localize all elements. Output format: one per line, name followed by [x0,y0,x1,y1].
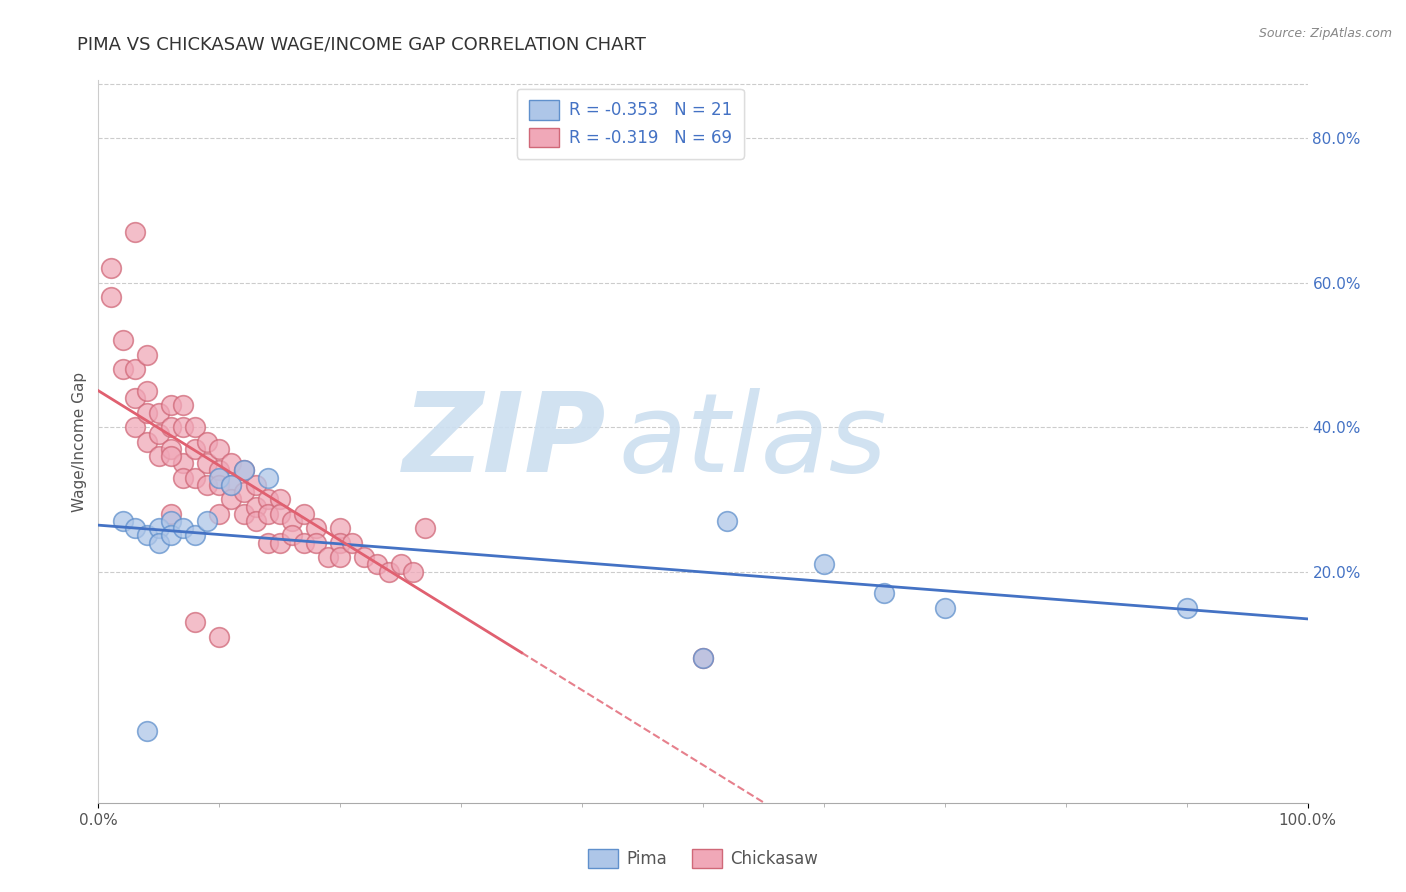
Point [160,442,183,456]
Text: Source: ZipAtlas.com: Source: ZipAtlas.com [1258,27,1392,40]
Point [208,463,231,477]
Point [256,470,278,484]
Point [256,535,278,549]
Text: ZIP: ZIP [402,388,606,495]
Point [269,492,291,507]
Point [245,514,267,528]
Point [160,398,183,412]
Point [377,565,399,579]
Point [195,478,218,492]
Point [184,470,207,484]
Legend: R = -0.353   N = 21, R = -0.319   N = 69: R = -0.353 N = 21, R = -0.319 N = 69 [517,88,744,159]
Point [124,391,146,405]
Point [389,558,412,572]
Point [100,290,122,304]
Point [195,514,218,528]
Point [692,651,714,665]
Point [135,723,157,738]
Point [100,261,122,276]
Point [172,420,194,434]
Point [366,558,388,572]
Point [208,507,231,521]
Point [245,478,267,492]
Point [195,456,218,470]
Point [873,586,896,600]
Point [195,434,218,449]
Point [256,507,278,521]
Point [135,384,157,398]
Point [135,528,157,542]
Point [232,507,254,521]
Point [232,463,254,477]
Point [281,528,304,542]
Point [221,492,243,507]
Point [160,514,183,528]
Point [269,507,291,521]
Point [148,427,170,442]
Point [232,485,254,500]
Point [813,558,835,572]
Point [111,362,134,376]
Point [160,449,183,463]
Point [208,470,231,484]
Point [172,470,194,484]
Point [148,449,170,463]
Text: PIMA VS CHICKASAW WAGE/INCOME GAP CORRELATION CHART: PIMA VS CHICKASAW WAGE/INCOME GAP CORREL… [77,36,647,54]
Point [256,492,278,507]
Point [111,334,134,348]
Point [148,406,170,420]
Point [172,521,194,535]
Point [305,521,328,535]
Point [135,434,157,449]
Point [281,514,304,528]
Point [124,420,146,434]
Point [232,463,254,477]
Point [124,521,146,535]
Point [135,348,157,362]
Point [184,528,207,542]
Point [221,456,243,470]
Point [316,550,339,565]
Point [135,406,157,420]
Point [160,507,183,521]
Point [111,514,134,528]
Point [172,456,194,470]
Point [208,478,231,492]
Point [329,521,352,535]
Point [413,521,436,535]
Point [269,535,291,549]
Point [402,565,425,579]
Point [692,651,714,665]
Point [305,535,328,549]
Point [184,420,207,434]
Point [342,535,364,549]
Text: atlas: atlas [619,388,887,495]
Point [353,550,375,565]
Point [172,398,194,412]
Point [124,225,146,239]
Point [124,362,146,376]
Point [329,550,352,565]
Point [245,500,267,514]
Point [934,600,956,615]
Point [184,615,207,630]
Point [148,521,170,535]
Point [221,478,243,492]
Point [160,528,183,542]
Point [716,514,738,528]
Point [292,507,315,521]
Point [221,478,243,492]
Point [208,630,231,644]
Point [1175,600,1198,615]
Point [148,535,170,549]
Point [184,442,207,456]
Point [208,442,231,456]
Legend: Pima, Chickasaw: Pima, Chickasaw [581,842,825,875]
Y-axis label: Wage/Income Gap: Wage/Income Gap [72,371,87,512]
Point [160,420,183,434]
Point [292,535,315,549]
Point [329,535,352,549]
